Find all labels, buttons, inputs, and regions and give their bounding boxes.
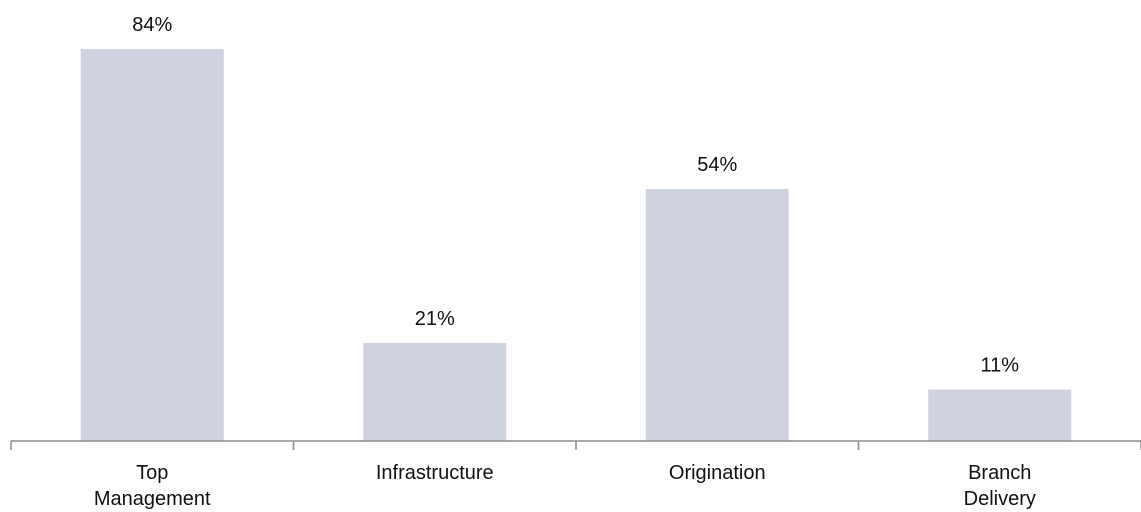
category-label-line: Top	[136, 462, 168, 484]
data-label: 84%	[132, 14, 172, 36]
bar	[80, 49, 224, 441]
x-axis-ticks-group	[10, 441, 1141, 450]
category-label: Infrastructure	[376, 462, 494, 484]
category-label-line: Delivery	[964, 488, 1036, 510]
bar	[363, 343, 507, 441]
data-label: 11%	[980, 355, 1019, 377]
category-label-line: Management	[94, 488, 211, 510]
category-label: Branch Delivery	[964, 462, 1036, 510]
x-axis-tick-labels-group: Top Management Infrastructure Origination Br…	[94, 462, 1036, 510]
category-label: Top Management	[94, 462, 211, 510]
category-label-line: Origination	[669, 462, 766, 484]
bar	[645, 189, 789, 441]
bars-group	[80, 49, 1072, 441]
category-label-line: Infrastructure	[376, 462, 494, 484]
data-labels-group: 84% 21% 54% 11%	[132, 14, 1019, 377]
data-label: 54%	[697, 154, 737, 176]
category-label: Origination	[669, 462, 766, 484]
bar	[928, 389, 1072, 441]
data-label: 21%	[415, 308, 455, 330]
category-label-line: Branch	[968, 462, 1031, 484]
